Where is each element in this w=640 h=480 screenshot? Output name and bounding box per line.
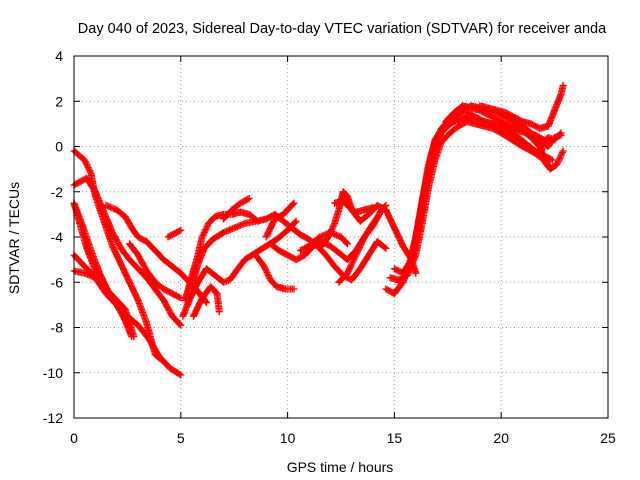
series-track-16 [262,199,298,241]
data-point-markers [262,199,298,241]
series-track-8 [126,240,185,302]
y-tick-label: 4 [55,48,63,64]
x-axis-label: GPS time / hours [287,459,394,475]
y-tick-label: -4 [51,229,64,245]
data-point-markers [220,195,253,223]
data-point-markers [164,226,185,241]
data-point-markers [335,210,383,286]
data-point-markers [179,217,300,320]
series-track-28 [497,129,565,160]
data-point-markers [188,217,260,291]
series-track-27 [476,81,567,132]
series-track-21 [335,210,383,286]
x-tick-label: 20 [493,430,509,446]
data-points [70,81,567,379]
data-point-markers [190,283,223,320]
data-point-markers [252,251,298,293]
x-tick-label: 10 [280,430,296,446]
series-track-9 [164,226,185,241]
data-point-markers [442,102,567,173]
series-track-12 [188,217,260,291]
data-point-markers [126,240,185,302]
y-tick-label: -8 [51,320,64,336]
series-track-20 [331,197,377,216]
x-tick-label: 5 [177,430,185,446]
y-tick-label: -12 [43,410,63,426]
y-tick-label: -10 [43,365,63,381]
x-tick-label: 15 [387,430,403,446]
data-point-markers [476,81,567,132]
x-tick-label: 25 [600,430,616,446]
x-tick-label: 0 [70,430,78,446]
data-point-markers [497,129,565,160]
y-tick-label: 2 [55,93,63,109]
data-point-markers [331,197,377,216]
series-track-14 [220,195,253,223]
series-track-26 [442,102,567,173]
y-tick-label: -2 [51,184,64,200]
y-axis-label: SDTVAR / TECUs [6,182,22,294]
plot-frame [73,55,609,419]
series-track-13 [190,283,223,320]
series-track-10 [179,217,300,320]
series-track-15 [252,251,298,293]
chart-title: Day 040 of 2023, Sidereal Day-to-day VTE… [78,21,607,37]
ticks: 0 5 10 15 20 25 -12 -10 -8 -6 -4 -2 0 2 4 [43,48,616,446]
y-tick-label: -6 [51,274,64,290]
y-tick-label: 0 [55,139,63,155]
